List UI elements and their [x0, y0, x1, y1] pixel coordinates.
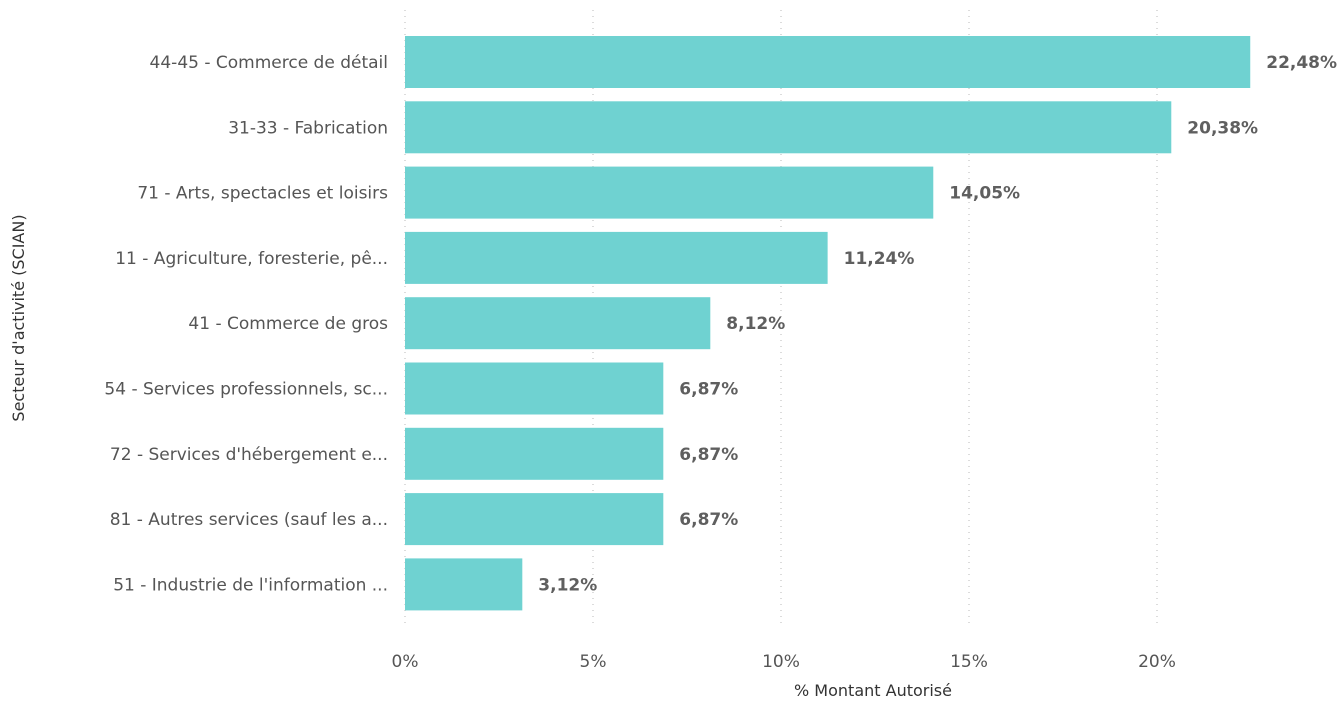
data-label: 6,87%	[679, 380, 738, 400]
x-tick-label: 5%	[580, 652, 607, 672]
data-label: 6,87%	[679, 445, 738, 465]
bar	[405, 362, 664, 415]
data-label: 11,24%	[844, 249, 915, 269]
bar	[405, 166, 934, 219]
x-tick-label: 0%	[392, 652, 419, 672]
x-tick-label: 10%	[762, 652, 800, 672]
bar	[405, 231, 828, 284]
category-label: 51 - Industrie de l'information ...	[113, 575, 388, 595]
y-axis-title: Secteur d'activité (SCIAN)	[9, 214, 28, 421]
category-labels: 44-45 - Commerce de détail 31-33 - Fabric…	[104, 53, 388, 595]
x-axis-title: % Montant Autorisé	[794, 681, 952, 700]
bar	[405, 297, 711, 350]
x-axis-ticks: 0% 5% 10% 15% 20%	[392, 652, 1176, 672]
category-label: 44-45 - Commerce de détail	[150, 53, 388, 73]
x-tick-label: 20%	[1138, 652, 1176, 672]
data-label: 22,48%	[1266, 53, 1337, 73]
category-label: 71 - Arts, spectacles et loisirs	[137, 184, 388, 204]
data-label: 20,38%	[1187, 118, 1258, 138]
bar	[405, 427, 664, 480]
bar	[405, 493, 664, 546]
data-label: 14,05%	[949, 184, 1020, 204]
category-label: 81 - Autres services (sauf les a...	[110, 510, 388, 530]
category-label: 11 - Agriculture, foresterie, pê...	[115, 249, 388, 269]
bars	[405, 36, 1251, 611]
x-tick-label: 15%	[950, 652, 988, 672]
data-label: 8,12%	[726, 314, 785, 334]
category-label: 41 - Commerce de gros	[188, 314, 388, 334]
bar	[405, 101, 1172, 154]
category-label: 72 - Services d'hébergement e...	[110, 445, 388, 465]
bar	[405, 36, 1251, 88]
data-label: 3,12%	[538, 575, 597, 595]
category-label: 31-33 - Fabrication	[228, 118, 388, 138]
data-label: 6,87%	[679, 510, 738, 530]
data-labels: 22,48% 20,38% 14,05% 11,24% 8,12% 6,87% 6,87% 6…	[538, 53, 1337, 595]
category-label: 54 - Services professionnels, sc...	[104, 380, 388, 400]
bar	[405, 558, 523, 611]
